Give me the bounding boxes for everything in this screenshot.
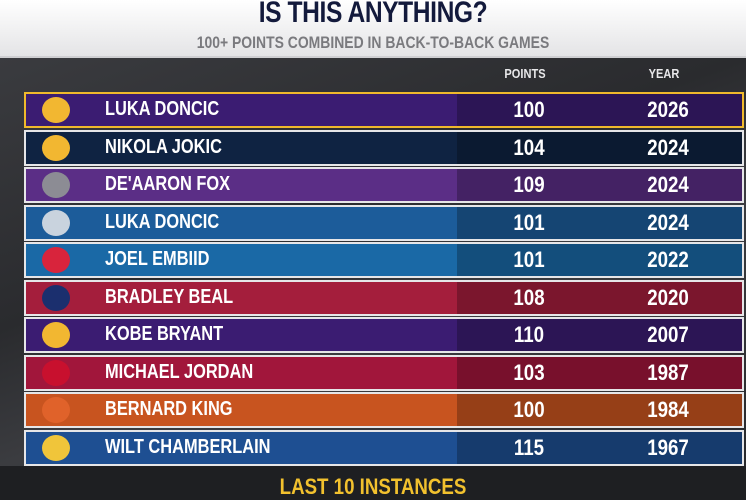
stat-band: [457, 244, 742, 276]
page-title: IS THIS ANYTHING?: [258, 0, 488, 29]
wizards-logo-icon: [42, 284, 70, 311]
year-value: 1967: [647, 434, 689, 460]
points-value: 109: [513, 172, 545, 197]
column-header-points: POINTS: [504, 66, 546, 81]
kings-logo-icon: [42, 172, 70, 198]
points-value: 100: [513, 397, 545, 422]
year-value: 2024: [647, 209, 689, 235]
column-header-year: YEAR: [648, 66, 680, 81]
points-value: 101: [513, 209, 545, 235]
stat-band: [457, 394, 742, 426]
table-row: NIKOLA JOKIC 104 2024: [24, 129, 744, 166]
player-name: JOEL EMBIID: [105, 248, 210, 270]
stat-band: [457, 319, 742, 351]
stat-band: [457, 206, 742, 239]
player-name: NIKOLA JOKIC: [105, 135, 222, 158]
table-row: KOBE BRYANT 110 2007: [24, 317, 744, 353]
player-name: BERNARD KING: [105, 398, 233, 420]
player-name: LUKA DONCIC: [105, 210, 220, 233]
stat-band: [457, 169, 742, 201]
year-value: 2024: [647, 172, 689, 197]
stat-band: [457, 94, 742, 126]
warriors-logo-icon: [42, 434, 70, 461]
player-name: LUKA DONCIC: [105, 98, 220, 120]
year-value: 2024: [647, 134, 689, 160]
stat-band: [457, 131, 742, 164]
header: IS THIS ANYTHING? 100+ POINTS COMBINED I…: [0, 0, 746, 58]
knicks-logo-icon: [42, 397, 70, 423]
stat-band: [457, 431, 742, 464]
player-name: BRADLEY BEAL: [105, 285, 234, 308]
year-value: 2020: [647, 284, 689, 310]
nuggets-logo-icon: [42, 134, 70, 161]
lakers-logo-icon: [42, 97, 70, 123]
year-value: 2022: [647, 247, 689, 272]
stat-band: [457, 356, 742, 389]
player-name: KOBE BRYANT: [105, 323, 224, 345]
table-row: JOEL EMBIID 101 2022: [24, 242, 744, 278]
table-row: MICHAEL JORDAN 103 1987: [24, 354, 744, 391]
mavericks-logo-icon: [42, 209, 70, 236]
table-row: LUKA DONCIC 101 2024: [24, 204, 744, 241]
page-subtitle: 100+ POINTS COMBINED IN BACK-TO-BACK GAM…: [196, 33, 550, 52]
table-row: DE'AARON FOX 109 2024: [24, 167, 744, 203]
points-value: 110: [513, 322, 545, 347]
points-value: 100: [513, 97, 545, 122]
year-value: 2026: [647, 97, 689, 122]
points-value: 103: [513, 359, 545, 385]
player-name: WILT CHAMBERLAIN: [105, 435, 271, 458]
points-value: 108: [513, 284, 545, 310]
76ers-logo-icon: [42, 247, 70, 273]
points-value: 104: [513, 134, 545, 160]
lakers-logo-icon: [42, 322, 70, 348]
points-value: 101: [513, 247, 545, 272]
table-row: BRADLEY BEAL 108 2020: [24, 279, 744, 316]
table-row: LUKA DONCIC 100 2026: [24, 92, 744, 128]
player-name: DE'AARON FOX: [105, 173, 231, 195]
table-row: WILT CHAMBERLAIN 115 1967: [24, 429, 744, 466]
player-name: MICHAEL JORDAN: [105, 360, 254, 383]
stat-band: [457, 281, 742, 314]
year-value: 1987: [647, 359, 689, 385]
year-value: 2007: [647, 322, 689, 347]
points-value: 115: [513, 434, 545, 460]
footer-caption: LAST 10 INSTANCES: [279, 474, 467, 499]
table-row: BERNARD KING 100 1984: [24, 392, 744, 428]
year-value: 1984: [647, 397, 689, 422]
bulls-logo-icon: [42, 359, 70, 386]
